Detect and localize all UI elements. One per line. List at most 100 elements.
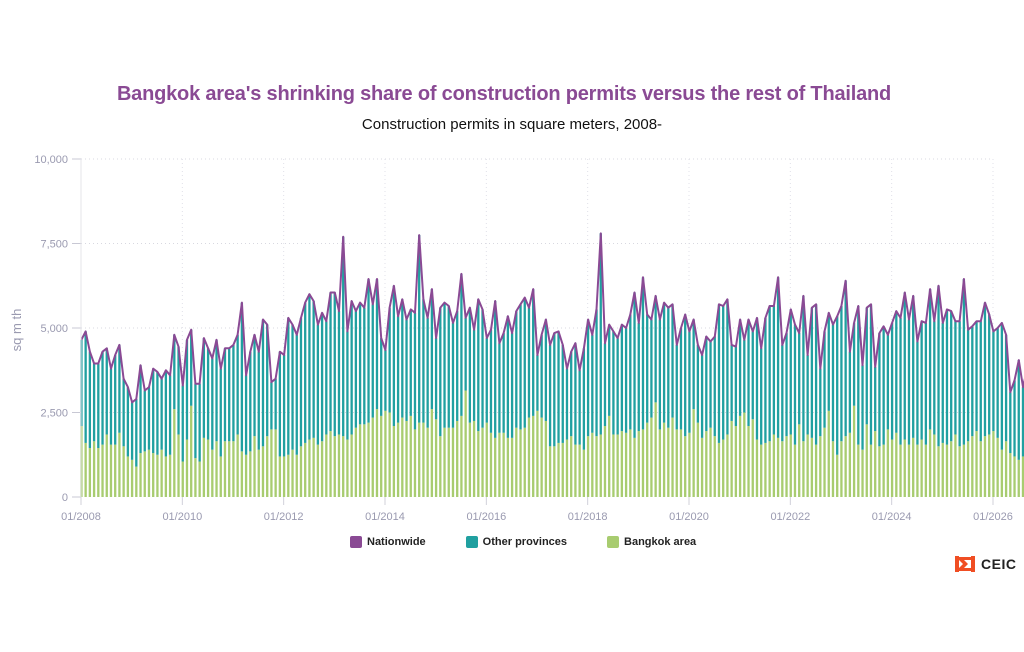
bar-bangkok-area — [912, 437, 915, 497]
bar-other-provinces — [510, 333, 514, 438]
bar-bangkok-area — [667, 427, 670, 497]
bar-other-provinces — [675, 344, 678, 430]
bar-other-provinces — [434, 338, 438, 420]
bar-bangkok-area — [291, 449, 294, 497]
bar-other-provinces — [97, 363, 100, 448]
bar-other-provinces — [874, 366, 877, 432]
bar-bangkok-area — [494, 437, 497, 497]
bar-other-provinces — [502, 333, 505, 433]
bar-bangkok-area — [785, 436, 788, 497]
bar-other-provinces — [147, 387, 151, 450]
bar-other-provinces — [992, 331, 995, 432]
bar-bangkok-area — [333, 436, 336, 497]
bar-bangkok-area — [418, 422, 421, 497]
bar-other-provinces — [337, 311, 341, 435]
bar-bangkok-area — [675, 429, 678, 497]
bar-bangkok-area — [287, 454, 290, 497]
bar-bangkok-area — [375, 409, 379, 497]
bar-bangkok-area — [574, 444, 577, 497]
nationwide-line-group — [80, 232, 1024, 404]
bar-other-provinces — [206, 348, 210, 440]
bar-bangkok-area — [249, 451, 252, 497]
bar-bangkok-area — [468, 422, 472, 497]
line-nationwide — [80, 232, 1024, 404]
bar-other-provinces — [608, 324, 611, 416]
bar-bangkok-area — [413, 429, 417, 497]
bar-bangkok-area — [308, 439, 311, 497]
bar-bangkok-area — [477, 431, 480, 497]
bar-other-provinces — [456, 311, 459, 421]
bar-bangkok-area — [975, 431, 978, 497]
bar-bangkok-area — [270, 429, 273, 497]
bar-bangkok-area — [747, 426, 750, 497]
bar-bangkok-area — [819, 436, 822, 497]
bar-other-provinces — [743, 339, 746, 413]
bar-bangkok-area — [696, 422, 700, 497]
bar-bangkok-area — [958, 446, 961, 497]
bar-bangkok-area — [713, 436, 716, 497]
bar-other-provinces — [291, 324, 294, 450]
bar-other-provinces — [662, 302, 666, 423]
bar-other-provinces — [481, 309, 484, 428]
bar-bangkok-area — [405, 420, 408, 497]
bar-other-provinces — [700, 355, 704, 438]
bar-bangkok-area — [688, 432, 691, 497]
bar-other-provinces — [912, 295, 915, 438]
bar-bangkok-area — [768, 441, 771, 497]
bar-other-provinces — [692, 319, 695, 410]
bar-other-provinces — [798, 333, 801, 425]
bar-other-provinces — [160, 378, 163, 450]
x-tick-label: 01/2024 — [872, 511, 912, 523]
bar-other-provinces — [646, 314, 649, 423]
bar-other-provinces — [793, 324, 797, 445]
bar-other-provinces — [274, 378, 277, 430]
bar-bangkok-area — [202, 437, 206, 497]
bar-other-provinces — [827, 312, 830, 411]
legend-item-nationwide[interactable]: Nationwide — [350, 536, 426, 548]
bar-bangkok-area — [857, 444, 860, 497]
legend-swatch-bangkok-area — [607, 536, 620, 548]
bar-other-provinces — [1004, 334, 1008, 442]
bar-other-provinces — [236, 334, 239, 435]
bar-other-provinces — [586, 319, 590, 437]
legend-item-bangkok-area[interactable]: Bangkok area — [607, 536, 696, 548]
bar-bangkok-area — [536, 410, 539, 497]
bar-bangkok-area — [139, 453, 142, 497]
bar-other-provinces — [582, 348, 586, 450]
bar-bangkok-area — [603, 426, 607, 497]
bar-bangkok-area — [937, 446, 940, 497]
bar-bangkok-area — [244, 454, 248, 497]
bar-other-provinces — [553, 333, 556, 447]
bar-other-provinces — [194, 383, 197, 459]
bar-other-provinces — [422, 299, 425, 423]
bar-bangkok-area — [464, 390, 467, 497]
bar-bangkok-area — [101, 444, 104, 497]
bar-bangkok-area — [190, 405, 193, 497]
bar-bangkok-area — [299, 446, 303, 497]
bar-other-provinces — [612, 331, 615, 435]
bar-other-provinces — [532, 289, 535, 416]
bar-other-provinces — [494, 300, 497, 438]
bar-bangkok-area — [211, 449, 214, 497]
bar-other-provinces — [734, 346, 738, 427]
bar-other-provinces — [836, 316, 839, 455]
bar-bangkok-area — [282, 456, 286, 497]
bar-other-provinces — [168, 375, 172, 455]
bar-bangkok-area — [861, 449, 864, 497]
bar-other-provinces — [755, 317, 759, 440]
bar-other-provinces — [202, 338, 206, 438]
bar-bangkok-area — [253, 436, 256, 497]
bar-other-provinces — [941, 322, 944, 443]
bar-other-provinces — [173, 334, 176, 410]
bar-bangkok-area — [637, 431, 640, 497]
bar-other-provinces — [485, 338, 488, 423]
x-tick-label: 01/2014 — [365, 511, 405, 523]
bar-other-provinces — [886, 334, 890, 430]
bar-other-provinces — [561, 344, 564, 443]
legend-item-other-provinces[interactable]: Other provinces — [465, 536, 567, 548]
bar-bangkok-area — [789, 434, 792, 497]
bar-bangkok-area — [316, 444, 320, 497]
bar-other-provinces — [823, 331, 826, 428]
bar-other-provinces — [527, 307, 531, 418]
